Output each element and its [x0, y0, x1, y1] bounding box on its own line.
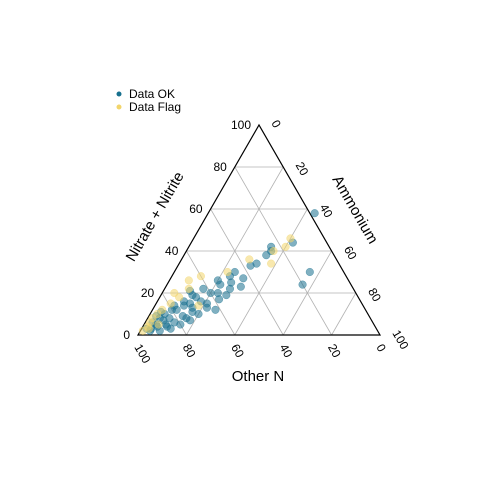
legend-marker-data-flag [117, 105, 122, 110]
data-point-data-flag [270, 247, 278, 255]
right-axis-title: Ammonium [329, 173, 382, 247]
legend-marker-data-ok [117, 92, 122, 97]
data-point-data-flag [287, 235, 295, 243]
data-point-data-flag [185, 277, 193, 285]
left-tick-label: 100 [231, 118, 251, 132]
data-point-data-flag [171, 289, 179, 297]
right-tick-label: 20 [293, 160, 312, 179]
bottom-tick-label: 20 [325, 342, 344, 361]
data-point-data-ok [311, 209, 319, 217]
bottom-tick-label: 0 [373, 342, 389, 355]
data-point-data-flag [246, 256, 254, 264]
data-point-data-flag [282, 243, 290, 251]
right-tick-label: 60 [341, 244, 360, 263]
bottom-tick-label: 80 [180, 342, 199, 361]
grid-line-right-80 [332, 293, 356, 335]
data-point-data-ok [183, 314, 191, 322]
data-point-data-ok [214, 289, 222, 297]
data-point-data-ok [177, 321, 185, 329]
bottom-tick-label: 60 [228, 342, 247, 361]
data-point-data-ok [203, 300, 211, 308]
data-point-data-ok [200, 285, 208, 293]
left-tick-label: 80 [213, 160, 227, 174]
right-tick-label: 40 [317, 202, 336, 221]
data-point-data-ok [162, 321, 170, 329]
data-point-data-ok [239, 275, 247, 283]
data-point-data-ok [214, 277, 222, 285]
left-tick-label: 40 [165, 244, 179, 258]
legend-label-data-flag: Data Flag [129, 100, 181, 114]
data-point-data-ok [237, 283, 245, 291]
right-tick-label: 100 [389, 328, 411, 353]
data-point-data-flag [195, 302, 203, 310]
legend-label-data-ok: Data OK [129, 87, 175, 101]
data-point-data-ok [207, 289, 215, 297]
data-point-data-flag [167, 300, 175, 308]
bottom-axis-title: Other N [232, 368, 285, 385]
data-points [139, 209, 318, 334]
left-tick-label: 0 [123, 328, 130, 342]
right-tick-label: 0 [268, 118, 284, 131]
data-point-data-flag [185, 285, 193, 293]
data-point-data-flag [155, 321, 163, 329]
data-point-data-flag [145, 325, 153, 333]
data-point-data-flag [224, 268, 232, 276]
data-point-data-ok [253, 260, 261, 268]
right-tick-label: 80 [365, 286, 384, 305]
data-point-data-ok [223, 291, 231, 299]
grid-line-bottom-40 [211, 209, 284, 335]
left-tick-label: 60 [189, 202, 203, 216]
bottom-tick-label: 40 [277, 342, 296, 361]
data-point-data-flag [158, 306, 166, 314]
data-point-data-flag [267, 260, 275, 268]
data-point-data-ok [299, 281, 307, 289]
grid-line-right-40 [235, 209, 308, 335]
bottom-tick-label: 100 [131, 342, 153, 367]
data-point-data-ok [212, 306, 220, 314]
data-point-data-ok [195, 310, 203, 318]
legend: Data OK Data Flag [117, 87, 182, 114]
data-point-data-ok [231, 268, 239, 276]
data-point-data-flag [197, 272, 205, 280]
left-tick-label: 20 [141, 286, 155, 300]
data-point-data-ok [306, 268, 314, 276]
